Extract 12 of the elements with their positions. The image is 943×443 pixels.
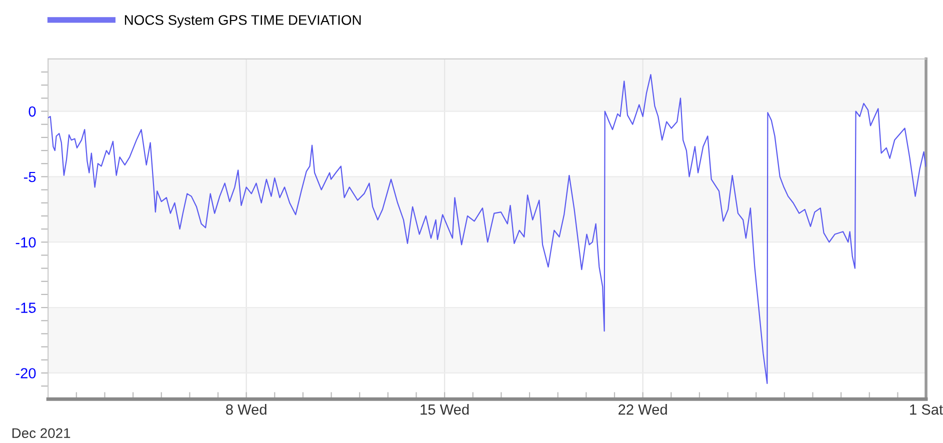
x-tick-label: 8 Wed [226,404,266,415]
legend-label: NOCS System GPS TIME DEVIATION [124,15,361,28]
line-series [48,74,926,384]
y-tick-label: 0 [28,106,36,117]
x-tick-label: 1 Sat [910,404,943,415]
text: Dec 2021 [12,428,70,438]
x-tick-label: 15 Wed [420,404,469,415]
y-tick-label: -10 [16,237,36,248]
y-tick-label: -5 [24,172,36,182]
y-tick-label: -20 [16,368,36,378]
x-tick-label: 22 Wed [618,404,667,415]
y-tick-label: -15 [16,302,36,313]
